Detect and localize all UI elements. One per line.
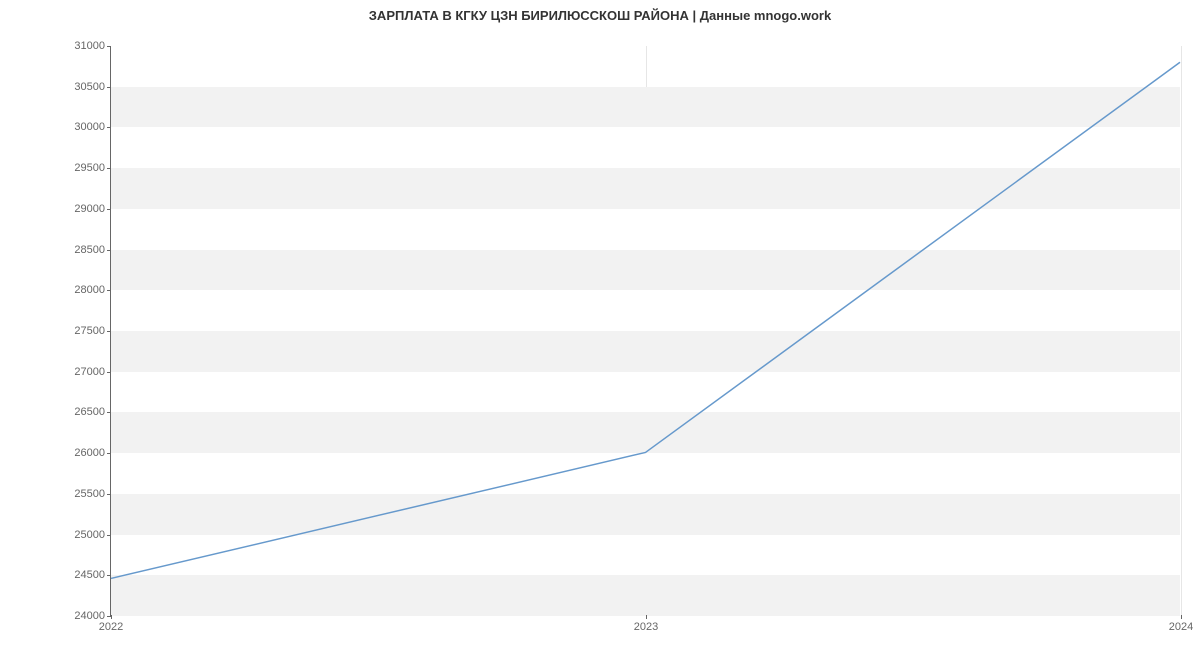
y-tick-mark (107, 575, 111, 576)
y-tick-label: 24500 (74, 569, 105, 581)
y-tick-mark (107, 535, 111, 536)
line-series (111, 46, 1180, 615)
y-tick-label: 28500 (74, 244, 105, 256)
x-tick-label: 2023 (634, 621, 658, 633)
x-tick-label: 2022 (99, 621, 123, 633)
y-tick-mark (107, 331, 111, 332)
y-tick-mark (107, 372, 111, 373)
y-tick-label: 25000 (74, 529, 105, 541)
x-grid-line (1181, 46, 1182, 615)
y-tick-label: 29000 (74, 203, 105, 215)
x-tick-mark (111, 615, 112, 619)
y-tick-label: 25500 (74, 488, 105, 500)
y-tick-mark (107, 46, 111, 47)
salary-line-chart: ЗАРПЛАТА В КГКУ ЦЗН БИРИЛЮССКОШ РАЙОНА |… (0, 0, 1200, 650)
y-tick-label: 26500 (74, 406, 105, 418)
y-tick-label: 28000 (74, 284, 105, 296)
y-tick-label: 27000 (74, 366, 105, 378)
y-tick-mark (107, 250, 111, 251)
y-tick-mark (107, 168, 111, 169)
y-tick-mark (107, 87, 111, 88)
y-tick-mark (107, 494, 111, 495)
chart-title: ЗАРПЛАТА В КГКУ ЦЗН БИРИЛЮССКОШ РАЙОНА |… (0, 8, 1200, 23)
x-tick-mark (1181, 615, 1182, 619)
x-tick-label: 2024 (1169, 621, 1193, 633)
y-tick-mark (107, 412, 111, 413)
y-tick-label: 26000 (74, 447, 105, 459)
x-tick-mark (646, 615, 647, 619)
y-tick-mark (107, 290, 111, 291)
y-tick-label: 31000 (74, 40, 105, 52)
y-tick-mark (107, 453, 111, 454)
plot-area: 2400024500250002550026000265002700027500… (110, 46, 1180, 616)
salary-line (111, 62, 1180, 578)
y-tick-label: 29500 (74, 162, 105, 174)
y-tick-mark (107, 209, 111, 210)
y-tick-label: 30000 (74, 121, 105, 133)
y-tick-label: 27500 (74, 325, 105, 337)
y-tick-label: 30500 (74, 81, 105, 93)
y-tick-mark (107, 127, 111, 128)
